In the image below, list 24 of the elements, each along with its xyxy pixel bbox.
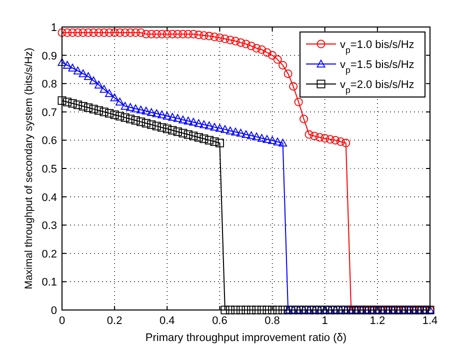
x-tick-label: 0.6: [212, 315, 228, 327]
x-tick-label: 1.4: [422, 315, 438, 327]
x-tick-label: 0.2: [106, 315, 122, 327]
y-tick-label: 0.6: [42, 135, 57, 148]
y-tick-label: 0.2: [42, 248, 57, 260]
y-tick-label: 0.4: [42, 192, 57, 204]
x-tick-label: 0.4: [159, 315, 175, 327]
x-tick-label: 0: [58, 315, 66, 327]
legend-label: v$_{p}$=1.0 bis/s/Hz: [340, 39, 414, 55]
y-tick-label: 0.7: [42, 106, 57, 119]
x-tick-label: 1.2: [370, 315, 386, 327]
legend-label: v$_{p}$=1.5 bis/s/Hz: [340, 59, 414, 75]
legend-label: v$_{p}$=2.0 bis/s/Hz: [340, 79, 414, 95]
y-tick-label: 0.3: [42, 220, 57, 232]
y-tick-label: 0.8: [42, 78, 57, 91]
y-tick-label: 1: [50, 22, 57, 34]
x-tick-label: 1: [322, 315, 328, 327]
y-tick-label: 0: [50, 305, 57, 317]
x-axis-title: Primary throughput improvement ratio (δ): [145, 332, 347, 344]
y-tick-label: 0.9: [42, 50, 57, 62]
x-tick-label: 0.8: [264, 315, 280, 327]
y-tick-label: 0.1: [42, 276, 57, 289]
y-tick-label: 0.5: [42, 164, 57, 176]
y-axis-title: Maximal throughput of secondary system (bits/s/Hz): [23, 48, 35, 290]
